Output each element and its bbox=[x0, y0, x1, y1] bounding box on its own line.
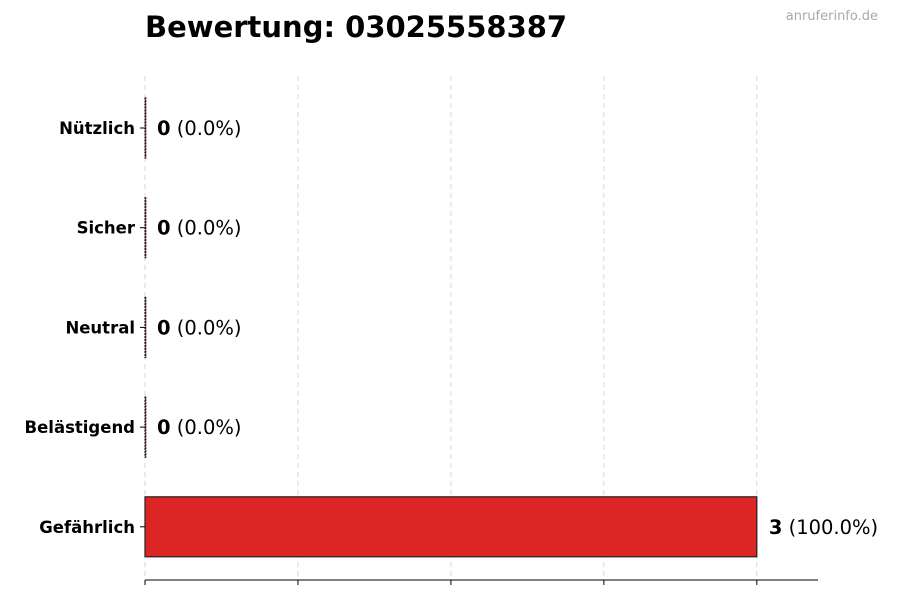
category-label: Nützlich bbox=[59, 119, 135, 138]
value-label: 0 (0.0%) bbox=[157, 316, 242, 339]
bar bbox=[144, 496, 758, 558]
category-label: Neutral bbox=[65, 318, 135, 337]
value-percent: (100.0%) bbox=[782, 516, 878, 539]
watermark: anruferinfo.de bbox=[785, 9, 878, 24]
value-label: 0 (0.0%) bbox=[157, 217, 242, 240]
value-count: 0 bbox=[157, 217, 171, 240]
bar bbox=[144, 197, 147, 259]
value-label: 0 (0.0%) bbox=[157, 117, 242, 140]
value-count: 0 bbox=[157, 416, 171, 439]
value-percent: (0.0%) bbox=[171, 316, 242, 339]
chart-title: Bewertung: 03025558387 bbox=[145, 10, 568, 44]
bar bbox=[144, 97, 147, 159]
value-label: 3 (100.0%) bbox=[769, 516, 878, 539]
value-percent: (0.0%) bbox=[171, 117, 242, 140]
bar bbox=[144, 296, 147, 358]
value-count: 0 bbox=[157, 316, 171, 339]
category-label: Sicher bbox=[77, 219, 136, 238]
value-percent: (0.0%) bbox=[171, 416, 242, 439]
value-label: 0 (0.0%) bbox=[157, 416, 242, 439]
value-count: 0 bbox=[157, 117, 171, 140]
value-count: 3 bbox=[769, 516, 783, 539]
value-percent: (0.0%) bbox=[171, 217, 242, 240]
bar bbox=[144, 396, 147, 458]
category-label: Gefährlich bbox=[39, 518, 135, 537]
category-label: Belästigend bbox=[25, 418, 135, 437]
